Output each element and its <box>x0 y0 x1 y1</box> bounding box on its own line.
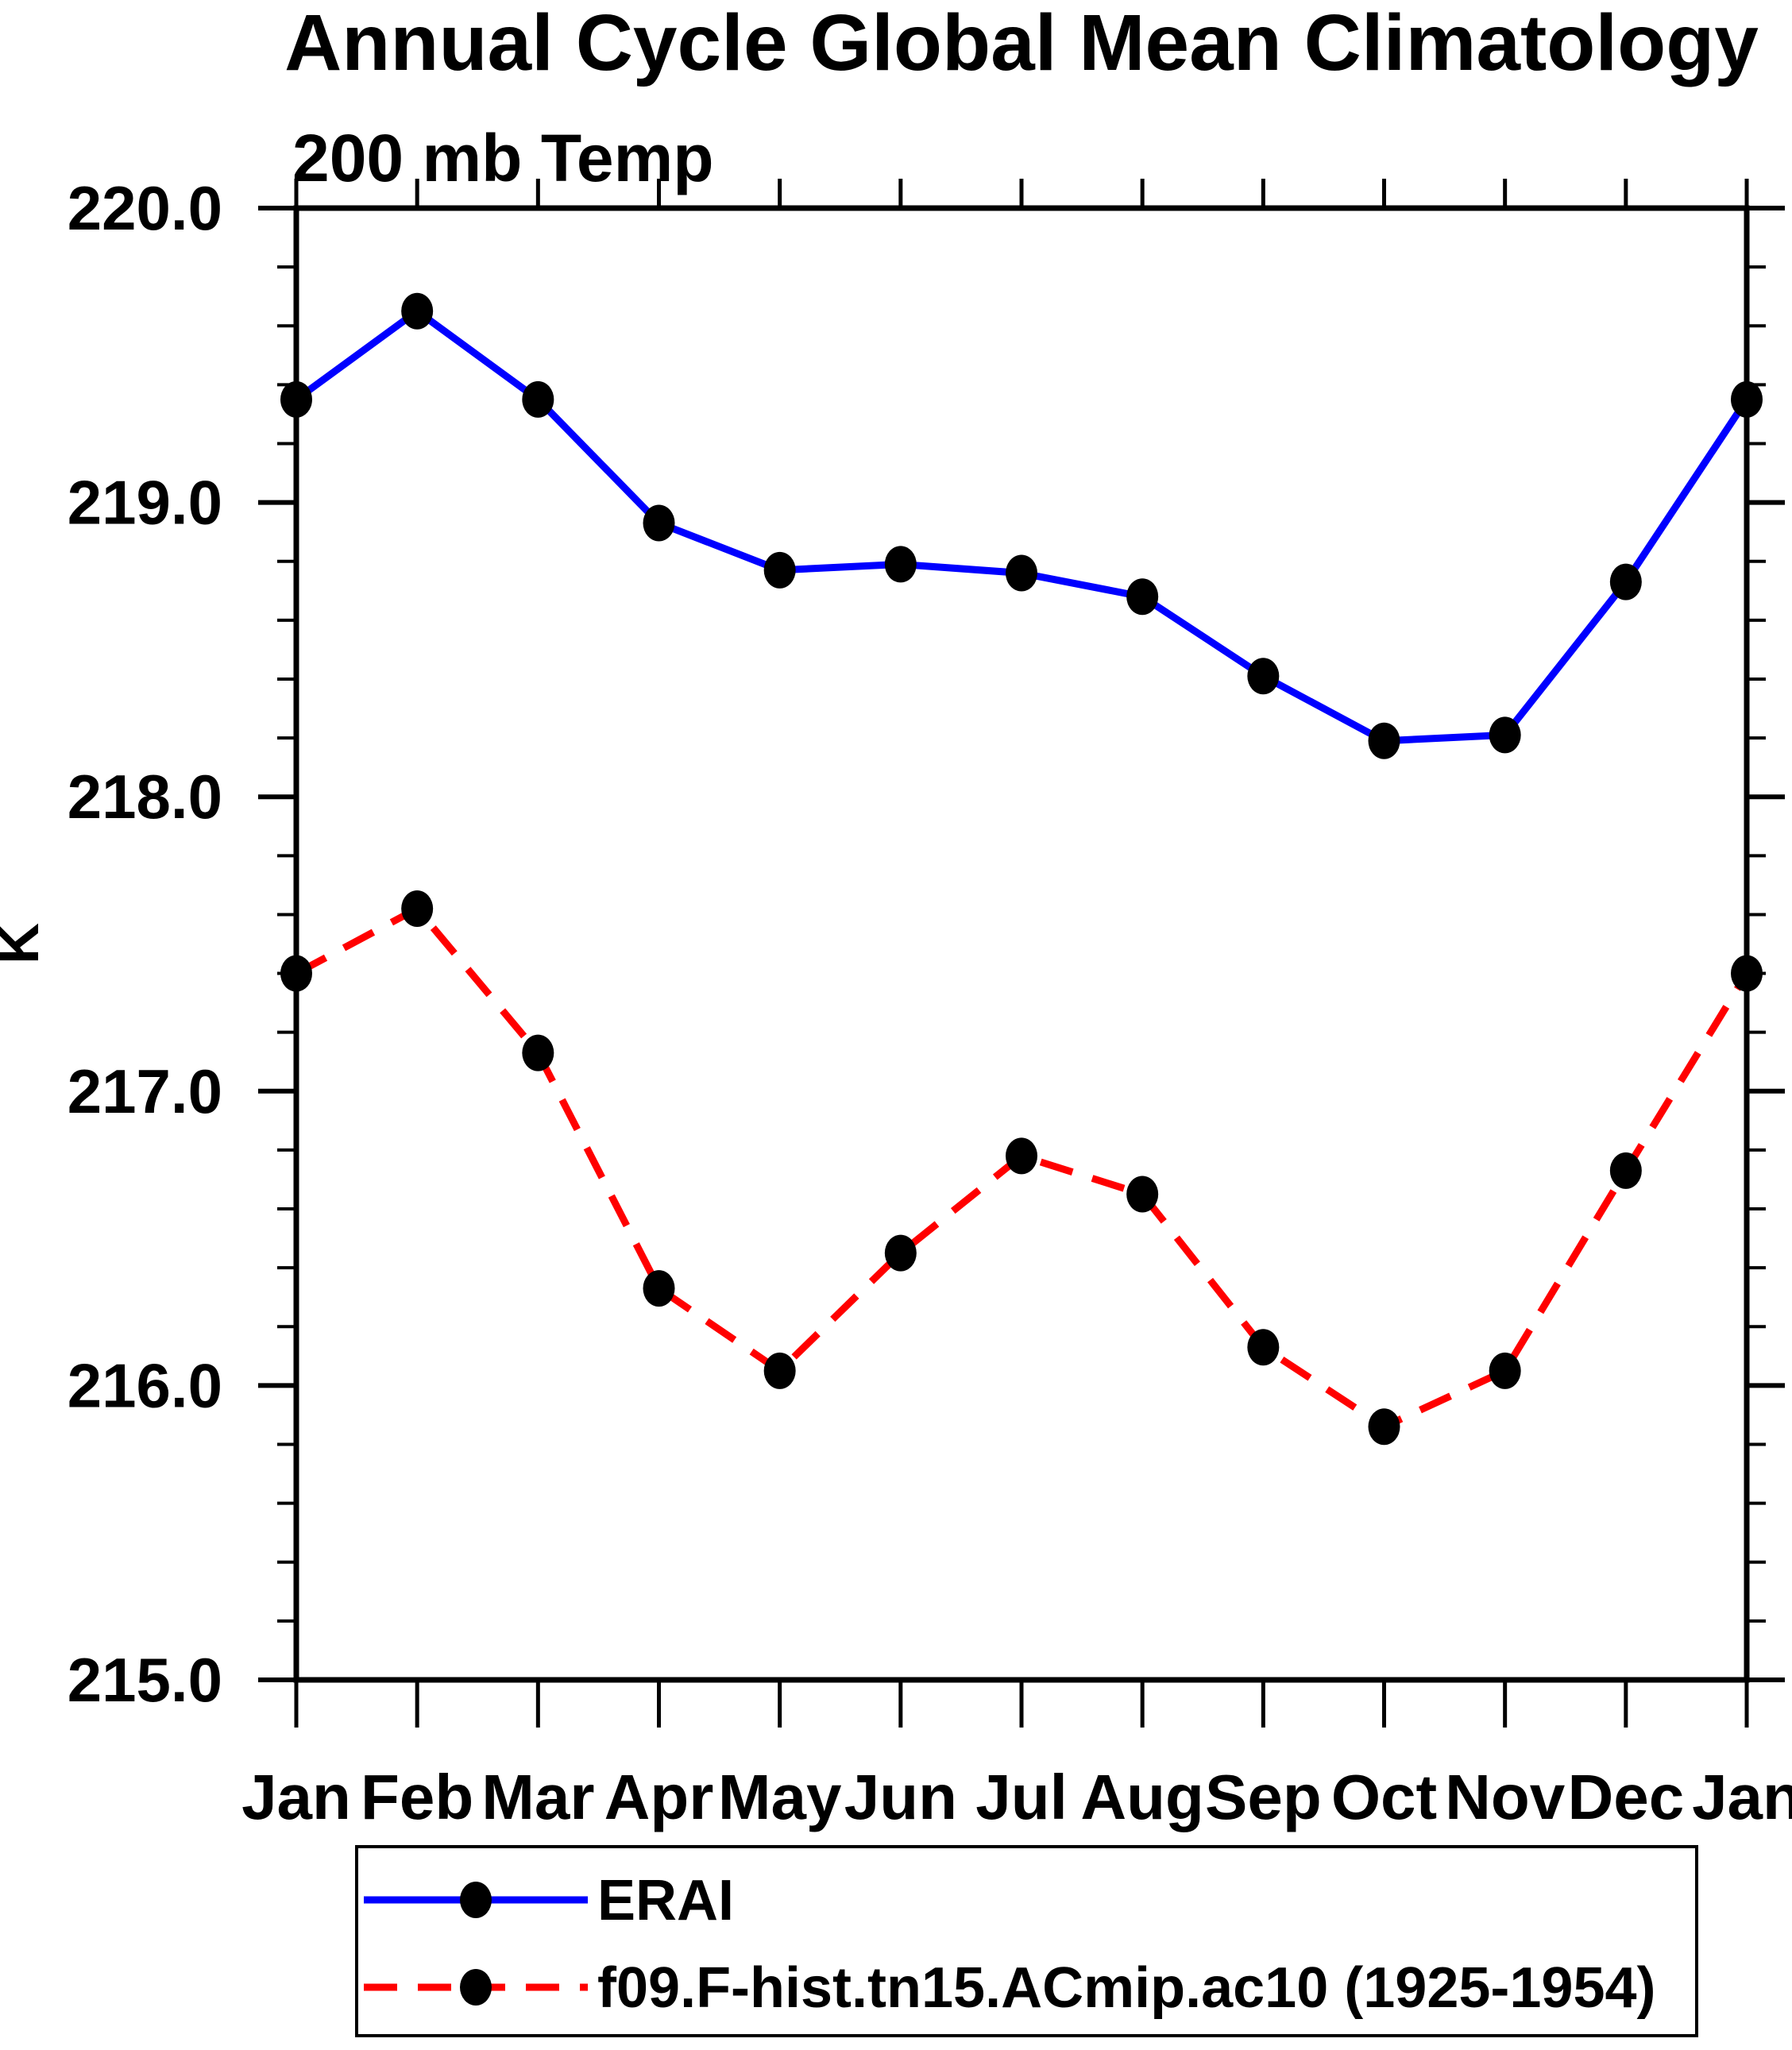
y-tick-label: 220.0 <box>68 173 222 243</box>
x-tick-label: Apr <box>604 1762 714 1832</box>
legend-marker-model-icon <box>460 1969 492 2006</box>
model-data-point <box>1006 1137 1037 1175</box>
erai-data-point <box>1247 658 1280 695</box>
erai-data-point <box>643 504 675 542</box>
x-tick-label: Aug <box>1080 1762 1204 1832</box>
erai-data-point <box>401 292 434 330</box>
axis-ticks <box>258 179 1785 1728</box>
x-tick-label: Sep <box>1205 1762 1322 1832</box>
x-tick-label: May <box>718 1762 842 1832</box>
erai-data-point <box>884 546 917 583</box>
model-data-point <box>1489 1352 1521 1389</box>
erai-data-point <box>280 380 312 418</box>
x-tick-label: Feb <box>361 1762 473 1832</box>
y-axis-label: K <box>0 923 51 964</box>
x-tick-label: Mar <box>481 1762 594 1832</box>
model-data-point <box>884 1234 917 1272</box>
model-data-point <box>401 890 434 928</box>
chart-subtitle: 200 mb Temp <box>292 121 714 195</box>
legend: ERAI f09.F-hist.tn15.ACmip.ac10 (1925-19… <box>355 1845 1698 2037</box>
plot-frame <box>293 205 1750 1683</box>
erai-data-point <box>1006 554 1037 592</box>
erai-data-point <box>1489 716 1521 754</box>
model-data-point <box>1368 1408 1400 1446</box>
model-data-point <box>763 1352 796 1389</box>
model-data-point <box>1247 1329 1280 1366</box>
model-data-point <box>643 1270 675 1307</box>
chart-title: Annual Cycle Global Mean Climatology <box>284 0 1759 87</box>
y-tick-label: 216.0 <box>68 1350 222 1420</box>
model-data-point <box>280 955 312 992</box>
x-tick-label: Nov <box>1445 1762 1566 1832</box>
y-tick-label: 219.0 <box>68 468 222 538</box>
legend-marker-erai-icon <box>460 1882 492 1918</box>
x-tick-label: Jun <box>844 1762 957 1832</box>
model-data-point <box>1609 1152 1642 1189</box>
data-series <box>280 292 1763 1446</box>
y-tick-label: 217.0 <box>68 1056 222 1126</box>
x-tick-label: Oct <box>1331 1762 1437 1832</box>
y-tick-label: 218.0 <box>68 762 222 832</box>
erai-data-point <box>522 380 554 418</box>
model-data-point <box>1126 1176 1159 1213</box>
erai-data-point <box>763 551 796 589</box>
erai-data-point <box>1126 578 1159 616</box>
legend-label-erai: ERAI <box>597 1869 734 1932</box>
erai-data-point <box>1731 380 1763 418</box>
legend-box <box>355 1845 1698 2037</box>
x-tick-label: Jan <box>1692 1762 1792 1832</box>
y-tick-label: 215.0 <box>68 1645 222 1715</box>
legend-label-model: f09.F-hist.tn15.ACmip.ac10 (1925-1954) <box>597 1956 1656 2020</box>
erai-data-point <box>1368 722 1400 759</box>
model-data-point <box>1731 955 1763 992</box>
erai-line <box>294 307 1750 745</box>
x-tick-label: Dec <box>1567 1762 1684 1832</box>
model-data-point <box>522 1034 554 1071</box>
x-tick-label: Jul <box>975 1762 1068 1832</box>
erai-data-point <box>1609 563 1642 600</box>
x-tick-label: Jan <box>241 1762 351 1832</box>
